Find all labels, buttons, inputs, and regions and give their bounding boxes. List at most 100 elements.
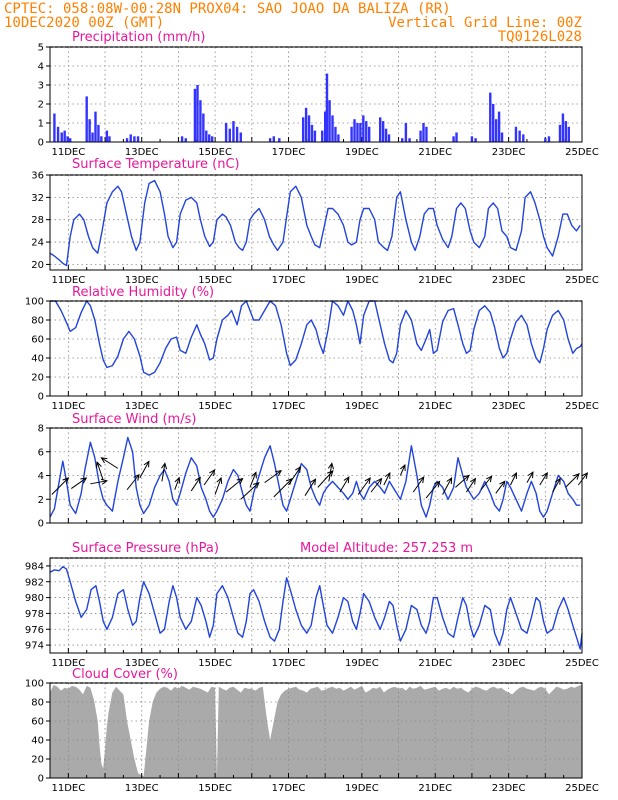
precip-bar	[328, 100, 331, 142]
wind-vector-shaft	[442, 477, 453, 495]
precip-bar	[494, 119, 498, 142]
precip-bar	[66, 136, 69, 142]
cloud-xtick-label: 15DEC	[198, 783, 232, 794]
wind-vector-shaft	[126, 474, 140, 491]
temp-xtick-label: 11DEC	[51, 275, 85, 286]
wind-vector-shaft	[383, 472, 391, 486]
precip-bar	[334, 126, 337, 142]
wind-vector-head	[161, 462, 168, 470]
precip-bar	[100, 136, 103, 142]
precip-xtick-label: 19DEC	[345, 147, 379, 158]
wind-vector-head	[470, 477, 477, 485]
precip-xtick-label: 13DEC	[125, 147, 159, 158]
wind-vector-shaft	[51, 477, 69, 495]
precip-bar	[522, 134, 525, 142]
temp-series-line	[49, 179, 581, 267]
precip-bar	[497, 111, 501, 142]
cloud-ytick-label: 40	[31, 736, 44, 747]
wind-vector-shaft	[425, 481, 440, 499]
wind-title: Surface Wind (m/s)	[72, 412, 196, 427]
wind-vector-shaft	[526, 471, 534, 483]
cloud-ytick-label: 100	[25, 679, 44, 690]
precip-bar	[304, 107, 308, 142]
wind-vector-head	[463, 474, 470, 482]
pressure-xtick-label: 13DEC	[125, 658, 159, 669]
precip-ytick-label: 2	[38, 100, 44, 111]
wind-vector-head	[143, 460, 150, 468]
wind-vector-shaft	[466, 478, 476, 493]
header-model-id: TQ0126L028	[498, 29, 582, 45]
wind-vector-shaft	[565, 473, 580, 488]
wind-vector-shaft	[370, 478, 382, 493]
temp-ytick-label: 28	[31, 215, 44, 226]
precip-bar	[208, 134, 211, 142]
wind-vector-head	[486, 475, 493, 483]
cloud-xtick-label: 17DEC	[272, 783, 306, 794]
precip-bar	[359, 123, 362, 142]
precip-bar	[91, 132, 94, 142]
wind-vector-shaft	[304, 478, 316, 496]
wind-vector-head	[499, 480, 506, 488]
precip-bar	[408, 138, 411, 142]
wind-vector-head	[343, 476, 350, 484]
pressure-title2: Model Altitude: 257.253 m	[300, 541, 473, 556]
precip-xtick-label: 25DEC	[565, 147, 599, 158]
temp-ytick-label: 32	[31, 193, 44, 204]
precip-ytick-label: 0	[38, 138, 44, 149]
wind-vector-head	[554, 477, 561, 485]
precip-bar	[321, 130, 324, 142]
precip-bar	[105, 130, 109, 142]
wind-vector-shaft	[70, 477, 87, 489]
precip-xtick-label: 11DEC	[51, 147, 85, 158]
cloud-title: Cloud Cover (%)	[72, 667, 178, 682]
precip-title: Precipitation (mm/h)	[72, 30, 205, 45]
precip-bar	[136, 136, 140, 142]
wind-vector-head	[252, 481, 260, 489]
temp-ytick-label: 24	[31, 238, 44, 249]
wind-vector-shaft	[249, 472, 257, 488]
wind-ytick-label: 2	[38, 495, 44, 506]
precip-bar	[180, 136, 184, 142]
wind-vector-shaft	[495, 481, 506, 494]
precip-bar	[94, 111, 97, 142]
precip-xtick-label: 21DEC	[418, 147, 452, 158]
temp-xtick-label: 19DEC	[345, 275, 379, 286]
cloud-area	[50, 684, 582, 778]
precip-ytick-label: 3	[38, 81, 44, 92]
precip-bar	[199, 100, 202, 142]
wind-vector-shaft	[399, 464, 406, 476]
wind-vector-head	[236, 477, 244, 485]
precip-bar	[337, 134, 340, 142]
precip-bar	[235, 126, 239, 142]
cloud-xtick-label: 23DEC	[492, 783, 526, 794]
temp-xtick-label: 13DEC	[125, 275, 159, 286]
pressure-xtick-label: 15DEC	[198, 658, 232, 669]
precip-bar	[544, 138, 547, 142]
precip-bar	[202, 113, 205, 142]
temp-xtick-label: 17DEC	[272, 275, 306, 286]
precip-bar	[353, 119, 356, 142]
precip-bar	[356, 123, 359, 142]
temp-xtick-label: 15DEC	[198, 275, 232, 286]
pressure-ytick-label: 984	[25, 561, 44, 572]
wind-vector-shaft	[412, 476, 425, 493]
pressure-xtick-label: 11DEC	[51, 658, 85, 669]
wind-vector-shaft	[273, 478, 293, 498]
precip-ytick-label: 4	[38, 62, 44, 73]
wind-vector-shaft	[101, 457, 119, 469]
precip-bar	[60, 132, 63, 142]
cloud-xtick-label: 11DEC	[51, 783, 85, 794]
rh-ytick-label: 100	[25, 297, 44, 308]
cloud-ytick-label: 60	[31, 717, 44, 728]
precip-bar	[518, 130, 521, 142]
wind-vector-shaft	[288, 466, 301, 486]
temp-xtick-label: 25DEC	[565, 275, 599, 286]
pressure-xtick-label: 17DEC	[272, 658, 306, 669]
temp-xtick-label: 21DEC	[418, 275, 452, 286]
precip-bar	[492, 104, 495, 142]
temp-plot-bg	[50, 175, 582, 270]
pressure-xtick-label: 19DEC	[345, 658, 379, 669]
precip-panel: Precipitation (mm/h) 0 1 2 3 4 5 11DEC 13DEC 15DE…	[38, 30, 599, 158]
wind-vector-head	[295, 466, 302, 474]
